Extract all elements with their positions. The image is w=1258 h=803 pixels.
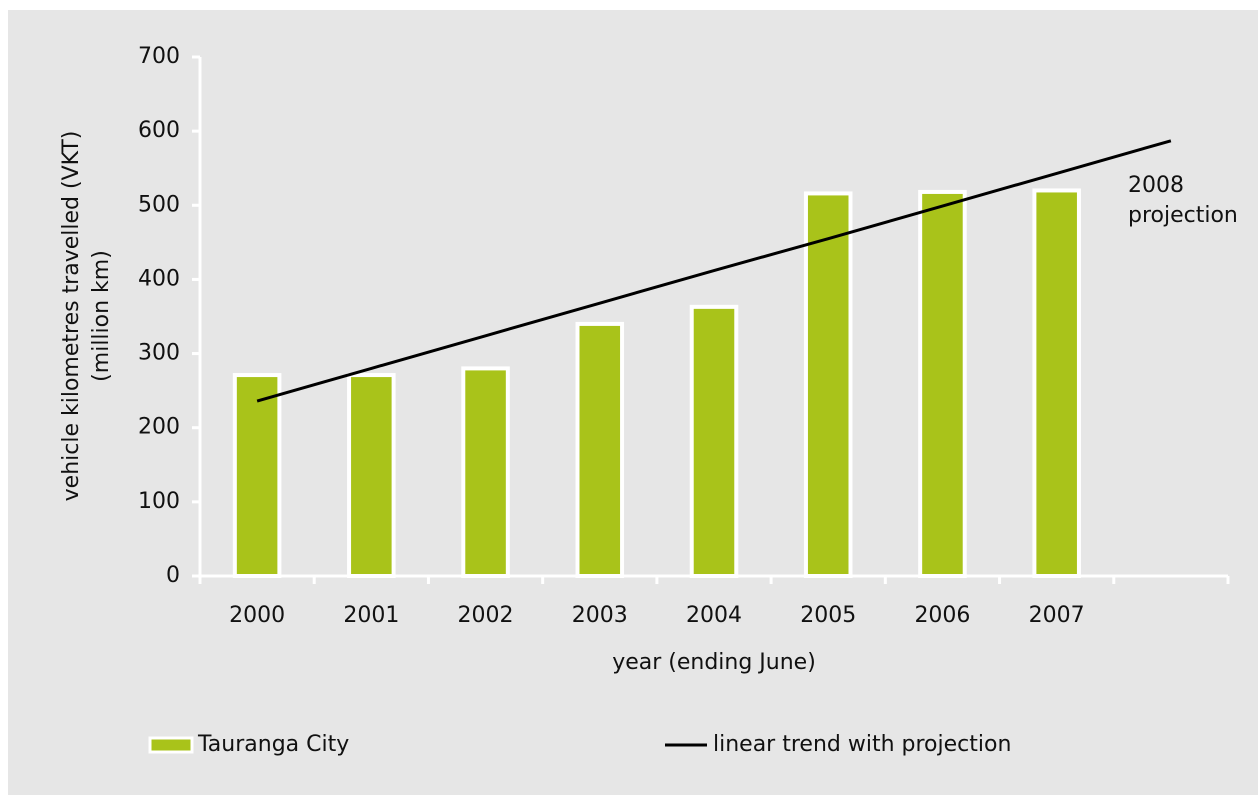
y-tick-label: 400 (138, 266, 180, 291)
y-tick-label: 700 (138, 44, 180, 69)
y-tick-label: 200 (138, 415, 180, 440)
y-axis-title: vehicle kilometres travelled (VKT) (59, 131, 84, 502)
legend-label: linear trend with projection (713, 732, 1011, 757)
x-tick-label: 2000 (229, 603, 285, 628)
legend-label: Tauranga City (197, 732, 349, 757)
x-tick-label: 2006 (914, 603, 970, 628)
bar (575, 321, 625, 578)
y-axis-title-group: vehicle kilometres travelled (VKT) (mill… (59, 131, 114, 502)
y-tick-label: 100 (138, 489, 180, 514)
x-tick-label: 2003 (572, 603, 628, 628)
y-axis-title: (million km) (89, 250, 114, 382)
x-tick-label: 2005 (800, 603, 856, 628)
bar (689, 304, 739, 578)
bar (918, 189, 967, 578)
x-tick-label: 2001 (343, 603, 399, 628)
annotation: 2008 (1128, 173, 1184, 198)
x-axis-title: year (ending June) (612, 650, 816, 675)
bar (1032, 188, 1081, 578)
bar (347, 373, 396, 578)
x-tick-label: 2002 (458, 603, 514, 628)
y-tick-label: 300 (138, 341, 180, 366)
x-tick-label: 2004 (686, 603, 742, 628)
y-tick-label: 600 (138, 118, 180, 143)
bar (461, 366, 510, 578)
bar (232, 373, 282, 578)
x-tick-label: 2007 (1029, 603, 1085, 628)
y-tick-label: 500 (138, 192, 180, 217)
y-tick-label: 0 (166, 563, 180, 588)
bar (803, 191, 853, 578)
legend-swatch (148, 736, 194, 754)
trend-line (256, 139, 1172, 403)
annotation: projection (1128, 203, 1238, 228)
